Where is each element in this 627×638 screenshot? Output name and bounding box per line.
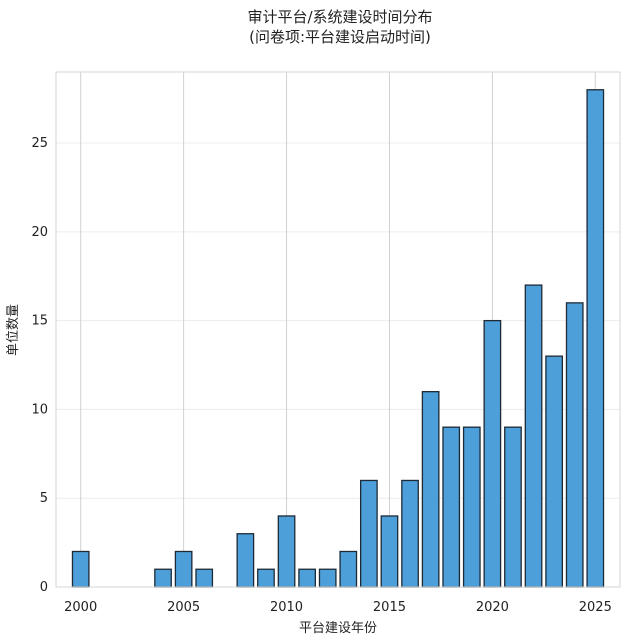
bar-2020 [483, 319, 502, 588]
bar-2025 [586, 89, 605, 588]
bar-2016 [401, 479, 419, 588]
bar-2023 [545, 355, 564, 588]
y-tick-label: 5 [40, 491, 48, 506]
y-tick-label: 10 [31, 402, 48, 417]
bar-2017 [421, 391, 440, 588]
plot-frame [55, 71, 621, 588]
bar-2022 [524, 284, 543, 588]
bars [71, 89, 605, 588]
x-tick-label: 2010 [270, 600, 303, 615]
bar-2006 [195, 568, 214, 588]
bar-2005 [174, 550, 193, 588]
bar-2008 [236, 533, 255, 588]
y-tick-label: 20 [31, 225, 48, 240]
chart-subtitle: (问卷项:平台建设启动时间) [249, 28, 431, 46]
bar-2018 [442, 426, 461, 588]
bar-2014 [359, 479, 378, 588]
bar-2019 [462, 426, 481, 588]
x-tick-label: 2020 [476, 600, 509, 615]
bar-2011 [298, 568, 317, 588]
x-axis-label: 平台建设年份 [299, 621, 377, 636]
bar-2013 [339, 550, 358, 588]
bar-2000 [71, 550, 90, 588]
bar-2004 [154, 568, 172, 588]
bar-2024 [565, 302, 584, 588]
chart-title: 审计平台/系统建设时间分布 [247, 8, 432, 26]
bar-2021 [504, 426, 522, 588]
y-tick-label: 25 [31, 136, 48, 151]
y-tick-label: 0 [40, 580, 48, 595]
x-tick-label: 2005 [167, 600, 200, 615]
y-axis-label: 单位数量 [6, 304, 21, 356]
x-tick-label: 2000 [64, 600, 97, 615]
bar-2015 [380, 515, 399, 588]
bar-2009 [257, 568, 275, 588]
bar-2012 [318, 568, 337, 588]
x-tick-label: 2015 [373, 600, 406, 615]
y-tick-label: 15 [31, 314, 48, 329]
bar-2010 [277, 515, 296, 588]
x-tick-label: 2025 [579, 600, 612, 615]
